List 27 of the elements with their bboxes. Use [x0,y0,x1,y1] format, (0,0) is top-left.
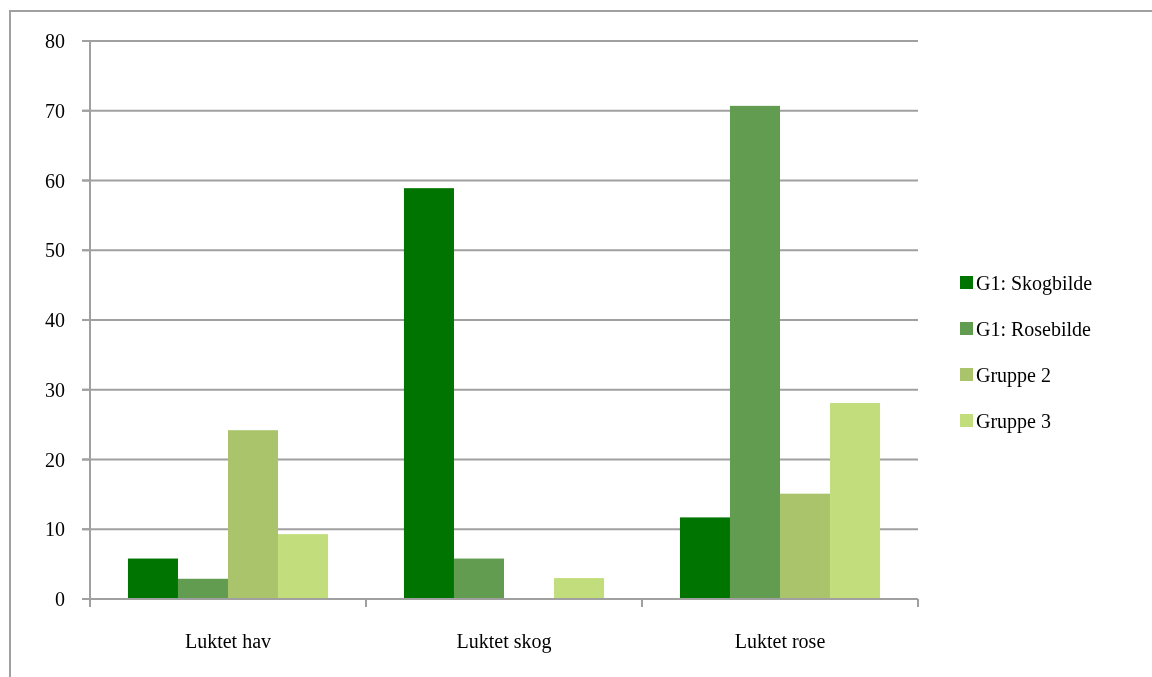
y-tick-label: 10 [45,518,65,541]
bar [403,188,454,599]
y-tick-label: 70 [45,99,65,122]
y-tick-label: 0 [55,588,65,610]
x-tick-label: Luktet hav [184,630,272,652]
bar [177,578,228,599]
bar [453,558,504,599]
bar [228,430,279,599]
bar [830,403,881,599]
y-tick-label: 50 [45,239,65,262]
bar [729,105,780,599]
bar [278,534,329,599]
bar [679,517,730,599]
bar [127,558,178,599]
x-tick-label: Luktet rose [734,630,826,652]
y-tick-label: 80 [45,30,65,52]
legend-label: G1: Skogbilde [976,272,1093,295]
bar [554,578,605,599]
legend-label: Gruppe 2 [976,364,1051,387]
y-tick-label: 40 [45,309,65,331]
legend-label: Gruppe 3 [976,410,1051,433]
y-tick-label: 20 [45,448,65,471]
bar [780,493,831,599]
y-tick-label: 60 [45,169,65,192]
legend-label: G1: Rosebilde [976,318,1092,340]
y-tick-label: 30 [45,378,65,401]
x-tick-label: Luktet skog [456,630,552,653]
